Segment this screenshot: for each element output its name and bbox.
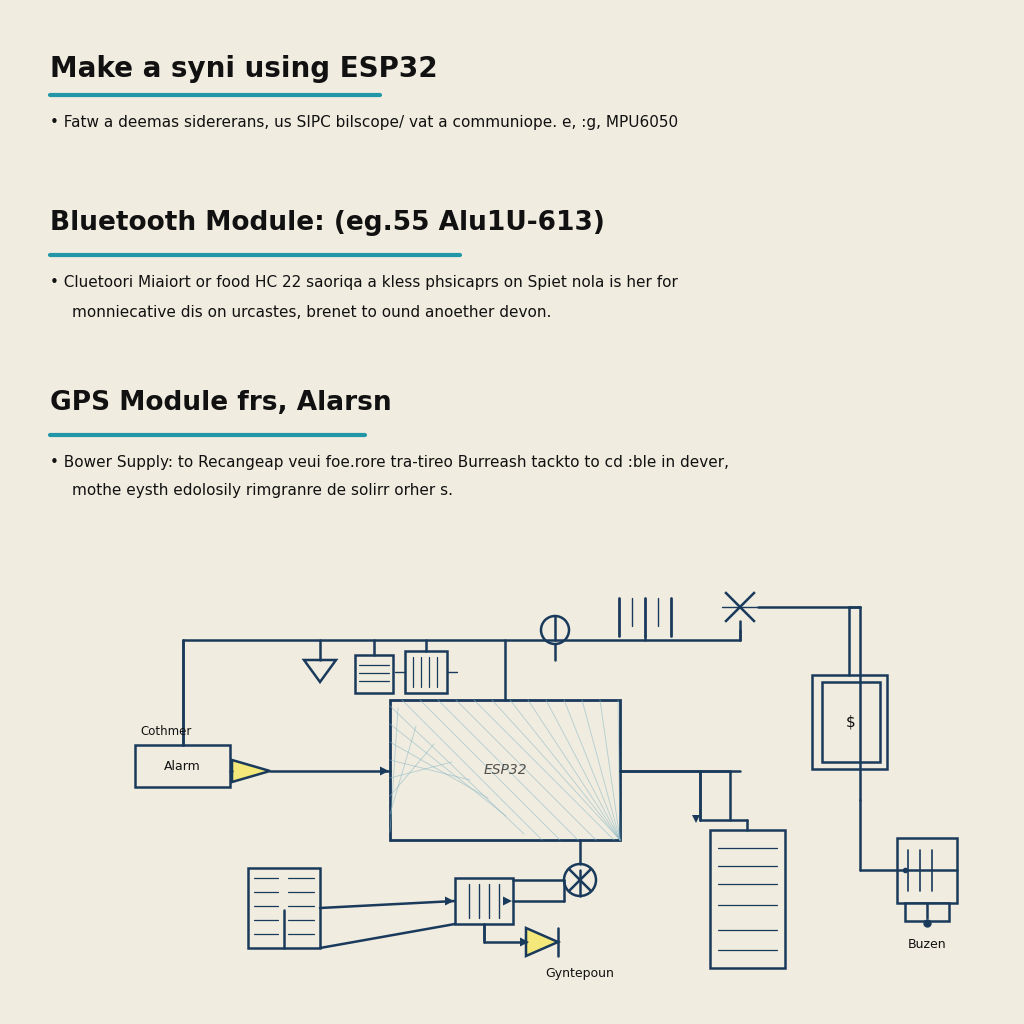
Bar — [355, 655, 393, 693]
Bar — [905, 903, 949, 921]
Polygon shape — [232, 760, 270, 782]
Text: mothe eysth edolosily rimgranre de solirr orher s.: mothe eysth edolosily rimgranre de solir… — [72, 483, 453, 498]
Polygon shape — [380, 767, 389, 775]
Text: GPS Module frs, Alarsn: GPS Module frs, Alarsn — [50, 390, 391, 416]
Text: • Fatw a deemas sidererans, us SIPC bilscope/ vat a communiope. e, :g, MPU6050: • Fatw a deemas sidererans, us SIPC bils… — [50, 115, 678, 130]
Bar — [390, 700, 620, 840]
Text: Buzen: Buzen — [907, 938, 946, 951]
Polygon shape — [526, 928, 558, 956]
Polygon shape — [445, 896, 454, 905]
Bar — [897, 838, 957, 903]
Bar — [455, 878, 513, 924]
Bar — [822, 682, 880, 762]
Bar — [135, 745, 230, 787]
Text: Make a syni using ESP32: Make a syni using ESP32 — [50, 55, 437, 83]
Text: monniecative dis on urcastes, brenet to ound anoether devon.: monniecative dis on urcastes, brenet to … — [72, 305, 551, 319]
Text: Cothmer: Cothmer — [140, 725, 191, 738]
Text: • Bower Supply: to Recangeap veui foe.rore tra-tireo Burreash tackto to cd :ble : • Bower Supply: to Recangeap veui foe.ro… — [50, 455, 729, 470]
Bar — [406, 651, 447, 693]
Text: • Cluetoori Miaiort or food HC 22 saoriqa a kless phsicaprs on Spiet nola is her: • Cluetoori Miaiort or food HC 22 saoriq… — [50, 275, 678, 290]
Bar — [248, 868, 319, 948]
Text: Bluetooth Module: (eg.55 Alu1U-613): Bluetooth Module: (eg.55 Alu1U-613) — [50, 210, 605, 236]
Polygon shape — [520, 938, 529, 946]
Text: Alarm: Alarm — [164, 760, 201, 772]
Polygon shape — [692, 815, 700, 823]
Polygon shape — [503, 896, 512, 905]
Bar — [812, 675, 887, 769]
Text: $: $ — [846, 715, 856, 729]
Bar — [710, 830, 785, 968]
Text: Gyntepoun: Gyntepoun — [546, 967, 614, 980]
Text: ESP32: ESP32 — [483, 763, 526, 777]
